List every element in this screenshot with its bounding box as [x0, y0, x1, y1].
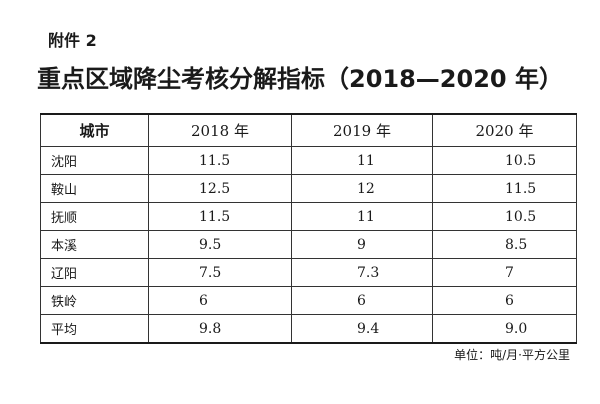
value-2020: 6	[432, 286, 577, 315]
value-2019: 11	[291, 202, 433, 231]
city-cell: 抚顺	[40, 202, 149, 231]
table-row-average: 平均 9.8 9.4 9.0	[40, 314, 577, 344]
value-2019: 11	[291, 146, 433, 175]
header-2020: 2020 年	[432, 113, 577, 147]
dust-target-table: 城市 2018 年 2019 年 2020 年 沈阳 11.5 11 10.5 …	[40, 113, 577, 344]
table-row: 铁岭 6 6 6	[40, 286, 577, 315]
value-2018: 12.5	[148, 174, 292, 203]
attachment-label: 附件 2	[48, 31, 97, 50]
table-row: 辽阳 7.5 7.3 7	[40, 258, 577, 287]
value-2020: 7	[432, 258, 577, 287]
value-2020: 8.5	[432, 230, 577, 259]
unit-note: 单位：吨/月·平方公里	[454, 348, 570, 362]
header-city: 城市	[40, 113, 149, 147]
value-2019: 12	[291, 174, 433, 203]
value-2018: 11.5	[148, 202, 292, 231]
city-cell: 平均	[40, 314, 149, 344]
header-2019: 2019 年	[291, 113, 433, 147]
document-title: 重点区域降尘考核分解指标（2018—2020 年）	[37, 65, 563, 93]
city-cell: 鞍山	[40, 174, 149, 203]
value-2018: 6	[148, 286, 292, 315]
value-2019: 7.3	[291, 258, 433, 287]
table-row: 抚顺 11.5 11 10.5	[40, 202, 577, 231]
value-2018: 9.5	[148, 230, 292, 259]
value-2020: 9.0	[432, 314, 577, 344]
city-cell: 本溪	[40, 230, 149, 259]
value-2019: 9.4	[291, 314, 433, 344]
value-2020: 11.5	[432, 174, 577, 203]
city-cell: 铁岭	[40, 286, 149, 315]
table-header-row: 城市 2018 年 2019 年 2020 年	[40, 113, 577, 147]
table-row: 沈阳 11.5 11 10.5	[40, 146, 577, 175]
value-2018: 11.5	[148, 146, 292, 175]
value-2019: 6	[291, 286, 433, 315]
city-cell: 辽阳	[40, 258, 149, 287]
value-2020: 10.5	[432, 202, 577, 231]
value-2019: 9	[291, 230, 433, 259]
header-2018: 2018 年	[148, 113, 292, 147]
table-row: 鞍山 12.5 12 11.5	[40, 174, 577, 203]
value-2018: 9.8	[148, 314, 292, 344]
value-2018: 7.5	[148, 258, 292, 287]
value-2020: 10.5	[432, 146, 577, 175]
city-cell: 沈阳	[40, 146, 149, 175]
table-row: 本溪 9.5 9 8.5	[40, 230, 577, 259]
